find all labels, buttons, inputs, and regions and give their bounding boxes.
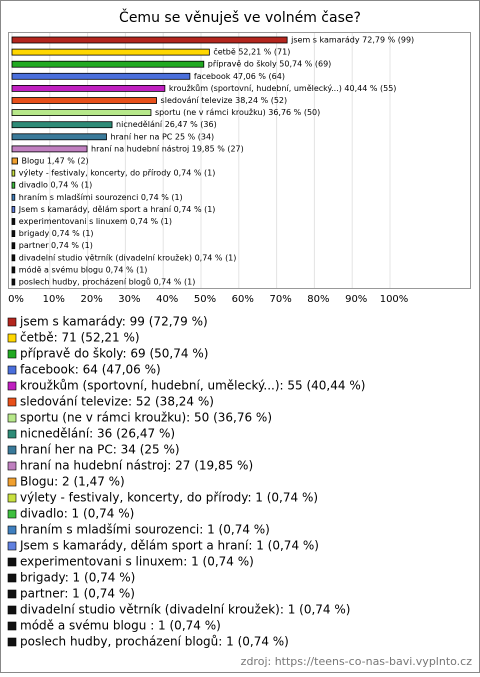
legend-label: facebook: 64 (47,06 %) (20, 363, 161, 377)
value-label: hraní her na PC 25 % (34) (111, 132, 215, 141)
legend-label: hraním s mladšími sourozenci: 1 (0,74 %) (20, 523, 270, 537)
legend-swatch (7, 333, 17, 343)
x-tick-label: 10% (43, 294, 65, 305)
legend-label: Blogu: 2 (1,47 %) (20, 475, 125, 489)
x-tick-label: 90% (345, 294, 367, 305)
legend-swatch (7, 525, 17, 535)
legend-label: nicnedělání: 36 (26,47 %) (20, 427, 175, 441)
bar (11, 145, 88, 153)
value-label: sportu (ne v rámci kroužku) 36,76 % (50) (155, 108, 320, 117)
legend-label: experimentovani s linuxem: 1 (0,74 %) (20, 555, 254, 569)
value-label: nicnedělání 26,47 % (36) (116, 120, 217, 129)
value-label: výlety - festivaly, koncerty, do přírody… (19, 169, 216, 178)
legend-label: jsem s kamarády: 99 (72,79 %) (19, 315, 208, 329)
legend-label: partner: 1 (0,74 %) (20, 587, 135, 601)
legend-swatch (7, 557, 17, 567)
legend-label: hraní na hudební nástroj: 27 (19,85 %) (20, 459, 253, 473)
legend-swatch (7, 509, 17, 519)
value-label: jsem s kamarády 72,79 % (99) (290, 36, 414, 45)
value-label: experimentovani s linuxem 0,74 % (1) (19, 217, 172, 226)
x-tick-label: 100% (380, 294, 409, 305)
bar (11, 85, 166, 92)
value-label: facebook 47,06 % (64) (194, 72, 285, 81)
bar (11, 193, 16, 201)
bar (11, 218, 16, 225)
value-label: sledování televize 38,24 % (52) (161, 96, 288, 105)
bar (11, 254, 16, 262)
bar (11, 48, 210, 56)
legend-swatch (7, 381, 17, 391)
legend-swatch (7, 429, 17, 439)
bar (11, 60, 205, 68)
value-label: přípravě do školy 50,74 % (69) (208, 59, 331, 69)
x-tick-label: 30% (118, 294, 140, 305)
chart-title: Čemu se věnuješ ve volném čase? (119, 8, 361, 26)
legend-label: sledování televize: 52 (38,24 %) (20, 395, 214, 409)
bar (11, 157, 18, 165)
legend-label: sportu (ne v rámci kroužku): 50 (36,76 %… (20, 411, 272, 425)
value-label: kroužkům (sportovní, hudební, umělecký..… (169, 83, 397, 93)
legend-swatch (7, 605, 17, 615)
legend-label: četbě: 71 (52,21 %) (20, 331, 140, 345)
value-label: Jsem s kamarády, dělám sport a hraní 0,7… (18, 205, 216, 214)
bar (11, 266, 16, 274)
legend-swatch (7, 493, 17, 503)
x-tick-label: 0% (8, 294, 24, 305)
legend-swatch (7, 477, 17, 487)
value-label: divadlo 0,74 % (1) (19, 181, 93, 190)
value-label: poslech hudby, procházení blogů 0,74 % (… (19, 277, 196, 287)
bar (11, 109, 152, 116)
bar (11, 242, 16, 250)
value-label: divadelní studio větrník (divadelní krou… (19, 253, 237, 262)
plot-frame (8, 32, 471, 289)
legend-label: Jsem s kamarády, dělám sport a hraní: 1 … (19, 539, 319, 553)
bar (11, 121, 113, 129)
legend-swatch (7, 365, 17, 375)
value-label: Blogu 1,47 % (2) (22, 157, 89, 166)
bar (11, 230, 16, 238)
x-tick-label: 20% (80, 294, 102, 305)
legend-swatch (7, 317, 17, 327)
x-tick-label: 50% (194, 294, 216, 305)
x-tick-label: 40% (156, 294, 178, 305)
legend-label: přípravě do školy: 69 (50,74 %) (20, 347, 208, 361)
legend-label: hraní her na PC: 34 (25 %) (20, 443, 180, 457)
legend-swatch (7, 589, 17, 599)
bar (11, 205, 16, 213)
legend-label: kroužkům (sportovní, hudební, umělecký..… (20, 379, 365, 393)
legend-swatch (7, 349, 17, 359)
legend-label: výlety - festivaly, koncerty, do přírody… (20, 491, 318, 505)
x-tick-label: 60% (232, 294, 254, 305)
legend-swatch (7, 541, 17, 551)
bar (11, 278, 16, 286)
value-label: partner 0,74 % (1) (19, 241, 93, 250)
value-label: hraní na hudební nástroj 19,85 % (27) (91, 144, 244, 153)
value-label: brigady 0,74 % (1) (19, 229, 94, 238)
bar (11, 133, 107, 141)
x-tick-label: 70% (269, 294, 291, 305)
legend-label: módě a svému blogu : 1 (0,74 %) (20, 619, 221, 633)
source: zdroj: https://teens-co-nas-bavi.vyplnto… (241, 655, 473, 668)
bar (11, 36, 288, 44)
bar (11, 181, 16, 189)
legend-label: divadlo: 1 (0,74 %) (20, 507, 134, 521)
bar (11, 97, 157, 104)
value-label: módě a svému blogu 0,74 % (1) (19, 264, 148, 274)
x-tick-label: 80% (307, 294, 329, 305)
legend-swatch (7, 461, 17, 471)
legend-label: divadelní studio větrník (divadelní krou… (20, 603, 350, 617)
legend-swatch (7, 637, 17, 647)
legend-swatch (7, 445, 17, 455)
legend-swatch (7, 621, 17, 631)
value-label: četbě 52,21 % (71) (213, 47, 290, 57)
value-label: hraním s mladšími sourozenci 0,74 % (1) (19, 192, 183, 202)
legend-swatch (7, 397, 17, 407)
bar (11, 169, 16, 177)
legend-swatch (7, 573, 17, 583)
legend-swatch (7, 413, 17, 423)
bar (11, 72, 191, 80)
legend-label: poslech hudby, procházení blogů: 1 (0,74… (20, 635, 289, 649)
legend-label: brigady: 1 (0,74 %) (20, 571, 135, 585)
